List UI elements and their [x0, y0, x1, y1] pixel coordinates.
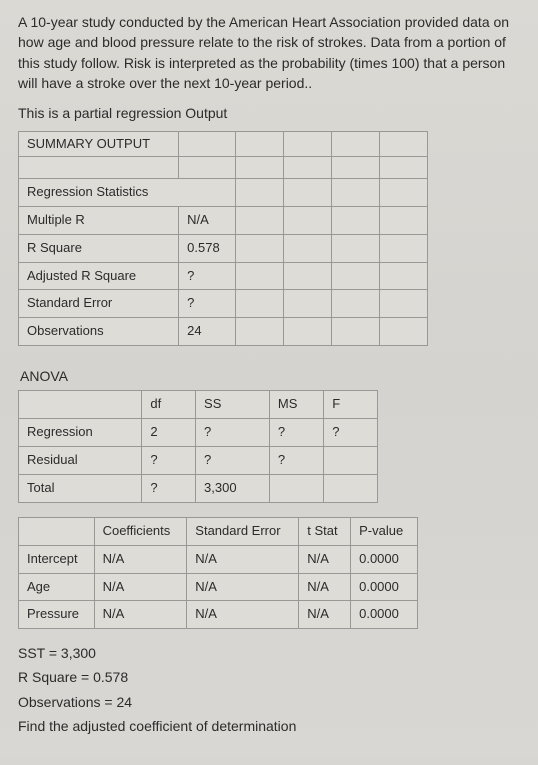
cell — [324, 474, 378, 502]
footer-line: Find the adjusted coefficient of determi… — [18, 716, 520, 736]
table-row: Observations 24 — [19, 318, 428, 346]
stat-value: 24 — [179, 318, 236, 346]
col-header: t Stat — [299, 517, 351, 545]
cell: N/A — [187, 601, 299, 629]
cell: ? — [142, 474, 196, 502]
col-header: F — [324, 391, 378, 419]
table-row: Age N/A N/A N/A 0.0000 — [19, 573, 418, 601]
cell: Total — [19, 474, 142, 502]
table-row: R Square 0.578 — [19, 234, 428, 262]
stat-value: 0.578 — [179, 234, 236, 262]
cell: N/A — [187, 545, 299, 573]
table-row: Multiple R N/A — [19, 206, 428, 234]
cell — [324, 447, 378, 475]
anova-table: df SS MS F Regression 2 ? ? ? Residual ?… — [18, 390, 378, 502]
cell: N/A — [187, 573, 299, 601]
table-row: df SS MS F — [19, 391, 378, 419]
summary-header: SUMMARY OUTPUT — [19, 132, 179, 157]
cell: N/A — [94, 573, 187, 601]
cell: Regression — [19, 419, 142, 447]
table-row — [19, 157, 428, 179]
cell: Residual — [19, 447, 142, 475]
col-header: Standard Error — [187, 517, 299, 545]
table-row: Regression Statistics — [19, 179, 428, 207]
cell: 3,300 — [196, 474, 270, 502]
coefficients-table: Coefficients Standard Error t Stat P-val… — [18, 517, 418, 629]
stat-label: Adjusted R Square — [19, 262, 179, 290]
col-header — [19, 517, 95, 545]
col-header: Coefficients — [94, 517, 187, 545]
cell: N/A — [94, 545, 187, 573]
footer-line: R Square = 0.578 — [18, 667, 520, 687]
table-row: Coefficients Standard Error t Stat P-val… — [19, 517, 418, 545]
footer-block: SST = 3,300 R Square = 0.578 Observation… — [18, 643, 520, 736]
table-row: Pressure N/A N/A N/A 0.0000 — [19, 601, 418, 629]
cell: N/A — [299, 573, 351, 601]
stat-value: ? — [179, 262, 236, 290]
cell: N/A — [299, 601, 351, 629]
col-header: df — [142, 391, 196, 419]
table-row: Residual ? ? ? — [19, 447, 378, 475]
cell: ? — [142, 447, 196, 475]
cell: ? — [324, 419, 378, 447]
cell: 0.0000 — [351, 573, 418, 601]
table-row: Intercept N/A N/A N/A 0.0000 — [19, 545, 418, 573]
footer-line: SST = 3,300 — [18, 643, 520, 663]
col-header: MS — [269, 391, 323, 419]
cell: ? — [269, 447, 323, 475]
col-header — [19, 391, 142, 419]
cell: ? — [269, 419, 323, 447]
table-row: Regression 2 ? ? ? — [19, 419, 378, 447]
cell: ? — [196, 447, 270, 475]
table-row: Total ? 3,300 — [19, 474, 378, 502]
stat-value: N/A — [179, 206, 236, 234]
cell: N/A — [94, 601, 187, 629]
summary-output-table: SUMMARY OUTPUT Regression Statistics Mul… — [18, 131, 428, 346]
stat-label: Multiple R — [19, 206, 179, 234]
footer-line: Observations = 24 — [18, 692, 520, 712]
cell: ? — [196, 419, 270, 447]
col-header: P-value — [351, 517, 418, 545]
stat-label: Observations — [19, 318, 179, 346]
table-row: SUMMARY OUTPUT — [19, 132, 428, 157]
stat-label: Standard Error — [19, 290, 179, 318]
regression-stats-header: Regression Statistics — [19, 179, 236, 207]
cell — [269, 474, 323, 502]
sub-line: This is a partial regression Output — [18, 103, 520, 123]
cell: Pressure — [19, 601, 95, 629]
cell: N/A — [299, 545, 351, 573]
cell: 0.0000 — [351, 545, 418, 573]
table-row: Standard Error ? — [19, 290, 428, 318]
page-root: A 10-year study conducted by the America… — [0, 0, 538, 758]
cell: 2 — [142, 419, 196, 447]
table-row: Adjusted R Square ? — [19, 262, 428, 290]
cell: 0.0000 — [351, 601, 418, 629]
stat-label: R Square — [19, 234, 179, 262]
anova-title: ANOVA — [18, 360, 520, 390]
intro-paragraph: A 10-year study conducted by the America… — [18, 12, 520, 93]
cell: Age — [19, 573, 95, 601]
stat-value: ? — [179, 290, 236, 318]
cell: Intercept — [19, 545, 95, 573]
col-header: SS — [196, 391, 270, 419]
